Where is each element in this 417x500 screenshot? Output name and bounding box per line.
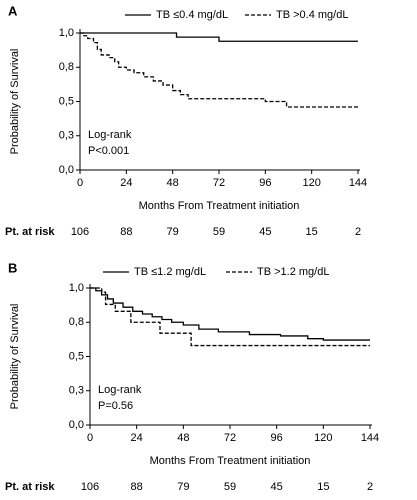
at-risk-value: 45	[271, 481, 283, 493]
y-axis-label: Probability of Survival	[9, 49, 21, 155]
x-tick-label: 96	[271, 432, 283, 444]
survival-curve	[80, 32, 358, 42]
at-risk-value: 88	[131, 481, 143, 493]
x-tick-label: 144	[349, 177, 367, 189]
y-tick-label: 0,3	[69, 385, 84, 397]
legend-label: TB >0.4 mg/dL	[276, 9, 348, 21]
x-tick-label: 0	[77, 177, 83, 189]
x-tick-label: 24	[131, 432, 143, 444]
survival-curve	[80, 32, 358, 108]
y-tick-label: 0,5	[69, 350, 84, 362]
y-tick-label: 0,0	[69, 419, 84, 431]
annotation: P<0.001	[88, 145, 129, 157]
annotation: Log-rank	[98, 384, 142, 396]
y-tick-label: 0,8	[69, 316, 84, 328]
y-tick-label: 0,0	[59, 164, 74, 176]
at-risk-value: 88	[120, 226, 132, 238]
at-risk-value: 2	[367, 481, 373, 493]
x-tick-label: 120	[314, 432, 332, 444]
x-tick-label: 144	[361, 432, 379, 444]
x-axis-label: Months From Treatment initiation	[150, 455, 311, 467]
y-tick-label: 0,5	[59, 95, 74, 107]
y-tick-label: 1,0	[69, 282, 84, 294]
y-axis-label: Probability of Survival	[9, 304, 21, 410]
panel-label: A	[8, 3, 18, 18]
at-risk-value: 45	[259, 226, 271, 238]
x-tick-label: 72	[213, 177, 225, 189]
at-risk-value: 79	[167, 226, 179, 238]
x-tick-label: 24	[120, 177, 132, 189]
legend-label: TB ≤1.2 mg/dL	[134, 266, 206, 278]
at-risk-value: 2	[355, 226, 361, 238]
at-risk-label: Pt. at risk	[5, 226, 55, 238]
at-risk-value: 15	[317, 481, 329, 493]
x-axis-label: Months From Treatment initiation	[139, 200, 300, 212]
at-risk-label: Pt. at risk	[5, 481, 55, 493]
y-tick-label: 0,3	[59, 130, 74, 142]
at-risk-value: 79	[177, 481, 189, 493]
legend-label: TB >1.2 mg/dL	[257, 266, 329, 278]
legend-label: TB ≤0.4 mg/dL	[156, 9, 228, 21]
y-tick-label: 1,0	[59, 27, 74, 39]
x-tick-label: 48	[167, 177, 179, 189]
survival-curve	[90, 287, 370, 347]
at-risk-value: 106	[71, 226, 89, 238]
at-risk-value: 106	[81, 481, 99, 493]
at-risk-value: 59	[213, 226, 225, 238]
survival-curve	[90, 287, 370, 341]
at-risk-value: 59	[224, 481, 236, 493]
annotation: P=0.56	[98, 400, 133, 412]
annotation: Log-rank	[88, 129, 132, 141]
x-tick-label: 96	[259, 177, 271, 189]
x-tick-label: 120	[302, 177, 320, 189]
panel-label: B	[8, 260, 17, 275]
y-tick-label: 0,8	[59, 61, 74, 73]
x-tick-label: 72	[224, 432, 236, 444]
x-tick-label: 48	[177, 432, 189, 444]
x-tick-label: 0	[87, 432, 93, 444]
at-risk-value: 15	[306, 226, 318, 238]
